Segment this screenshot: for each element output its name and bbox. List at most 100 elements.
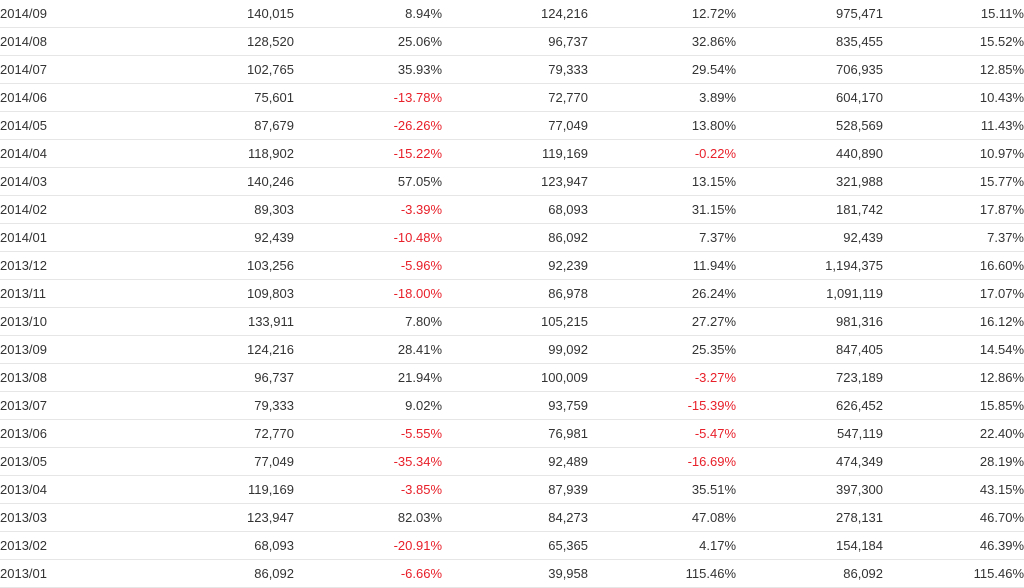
table-row: 2014/06 75,601 -13.78% 72,770 3.89% 604,170 10…: [0, 83, 1024, 112]
cell-value-2: 96,737: [442, 27, 588, 56]
cell-value-2: 77,049: [442, 111, 588, 140]
cell-cumulative: 474,349: [736, 447, 884, 476]
cell-month: 2013/06: [0, 419, 149, 448]
cell-month: 2013/03: [0, 503, 149, 532]
cell-change-3: 15.52%: [883, 27, 1024, 56]
cell-month: 2013/02: [0, 531, 149, 560]
cell-value-2: 119,169: [442, 139, 588, 168]
cell-value-1: 119,169: [148, 475, 294, 504]
cell-change-3: 11.43%: [883, 111, 1024, 140]
cell-value-2: 87,939: [442, 475, 588, 504]
cell-month: 2014/06: [0, 83, 149, 112]
cell-change-2: -16.69%: [588, 447, 737, 476]
cell-cumulative: 92,439: [736, 223, 884, 252]
table-row: 2013/01 86,092 -6.66% 39,958 115.46% 86,092 11…: [0, 559, 1024, 588]
table-row: 2014/09 140,015 8.94% 124,216 12.72% 975,471 1…: [0, 0, 1024, 28]
cell-change-3: 115.46%: [883, 559, 1024, 588]
cell-change-1: -10.48%: [294, 223, 443, 252]
cell-month: 2013/04: [0, 475, 149, 504]
table-row: 2014/08 128,520 25.06% 96,737 32.86% 835,455 1…: [0, 27, 1024, 56]
cell-change-2: 7.37%: [588, 223, 737, 252]
cell-value-1: 118,902: [148, 139, 294, 168]
cell-change-1: 82.03%: [294, 503, 443, 532]
cell-change-1: -5.55%: [294, 419, 443, 448]
cell-value-1: 75,601: [148, 83, 294, 112]
cell-change-2: 25.35%: [588, 335, 737, 364]
cell-change-2: 13.80%: [588, 111, 737, 140]
cell-change-2: 13.15%: [588, 167, 737, 196]
cell-cumulative: 278,131: [736, 503, 884, 532]
cell-value-1: 79,333: [148, 391, 294, 420]
cell-value-1: 123,947: [148, 503, 294, 532]
table-row: 2014/04 118,902 -15.22% 119,169 -0.22% 440,89…: [0, 139, 1024, 168]
table-row: 2013/09 124,216 28.41% 99,092 25.35% 847,405 1…: [0, 335, 1024, 364]
cell-change-3: 14.54%: [883, 335, 1024, 364]
table-row: 2014/07 102,765 35.93% 79,333 29.54% 706,935 1…: [0, 55, 1024, 84]
cell-change-1: -26.26%: [294, 111, 443, 140]
cell-month: 2014/01: [0, 223, 149, 252]
cell-change-3: 12.86%: [883, 363, 1024, 392]
cell-value-2: 68,093: [442, 195, 588, 224]
cell-month: 2014/07: [0, 55, 149, 84]
cell-cumulative: 604,170: [736, 83, 884, 112]
cell-month: 2013/12: [0, 251, 149, 280]
cell-change-1: -3.39%: [294, 195, 443, 224]
cell-change-2: 11.94%: [588, 251, 737, 280]
table-row: 2014/02 89,303 -3.39% 68,093 31.15% 181,742 17…: [0, 195, 1024, 224]
cell-month: 2013/11: [0, 279, 149, 308]
cell-change-3: 43.15%: [883, 475, 1024, 504]
cell-value-2: 123,947: [442, 167, 588, 196]
cell-change-3: 16.12%: [883, 307, 1024, 336]
cell-change-3: 17.07%: [883, 279, 1024, 308]
cell-change-3: 12.85%: [883, 55, 1024, 84]
cell-value-1: 77,049: [148, 447, 294, 476]
table-row: 2013/07 79,333 9.02% 93,759 -15.39% 626,452 15…: [0, 391, 1024, 420]
cell-change-1: 35.93%: [294, 55, 443, 84]
cell-change-2: 47.08%: [588, 503, 737, 532]
cell-value-2: 100,009: [442, 363, 588, 392]
cell-cumulative: 86,092: [736, 559, 884, 588]
cell-value-1: 96,737: [148, 363, 294, 392]
cell-value-2: 124,216: [442, 0, 588, 28]
cell-change-3: 15.77%: [883, 167, 1024, 196]
cell-cumulative: 547,119: [736, 419, 884, 448]
cell-value-2: 86,092: [442, 223, 588, 252]
cell-month: 2013/01: [0, 559, 149, 588]
cell-change-3: 22.40%: [883, 419, 1024, 448]
table-row: 2013/03 123,947 82.03% 84,273 47.08% 278,131 4…: [0, 503, 1024, 532]
cell-month: 2014/08: [0, 27, 149, 56]
cell-value-2: 93,759: [442, 391, 588, 420]
cell-change-2: -15.39%: [588, 391, 737, 420]
cell-cumulative: 1,091,119: [736, 279, 884, 308]
table-row: 2013/11 109,803 -18.00% 86,978 26.24% 1,091,1…: [0, 279, 1024, 308]
cell-change-1: -35.34%: [294, 447, 443, 476]
cell-change-1: 25.06%: [294, 27, 443, 56]
cell-value-2: 99,092: [442, 335, 588, 364]
cell-change-3: 15.11%: [883, 0, 1024, 28]
cell-cumulative: 528,569: [736, 111, 884, 140]
cell-value-1: 140,015: [148, 0, 294, 28]
cell-cumulative: 397,300: [736, 475, 884, 504]
cell-value-1: 89,303: [148, 195, 294, 224]
cell-value-1: 86,092: [148, 559, 294, 588]
cell-change-2: 29.54%: [588, 55, 737, 84]
cell-change-2: 27.27%: [588, 307, 737, 336]
cell-change-1: -18.00%: [294, 279, 443, 308]
cell-value-1: 133,911: [148, 307, 294, 336]
table-row: 2013/12 103,256 -5.96% 92,239 11.94% 1,194,37…: [0, 251, 1024, 280]
cell-month: 2013/08: [0, 363, 149, 392]
cell-change-2: -0.22%: [588, 139, 737, 168]
cell-change-2: -3.27%: [588, 363, 737, 392]
cell-value-2: 76,981: [442, 419, 588, 448]
cell-change-1: 57.05%: [294, 167, 443, 196]
cell-cumulative: 1,194,375: [736, 251, 884, 280]
cell-value-1: 102,765: [148, 55, 294, 84]
table-row: 2013/02 68,093 -20.91% 65,365 4.17% 154,184 46…: [0, 531, 1024, 560]
cell-change-3: 46.39%: [883, 531, 1024, 560]
cell-value-2: 65,365: [442, 531, 588, 560]
cell-value-1: 128,520: [148, 27, 294, 56]
cell-change-3: 10.97%: [883, 139, 1024, 168]
cell-month: 2014/05: [0, 111, 149, 140]
cell-value-1: 124,216: [148, 335, 294, 364]
